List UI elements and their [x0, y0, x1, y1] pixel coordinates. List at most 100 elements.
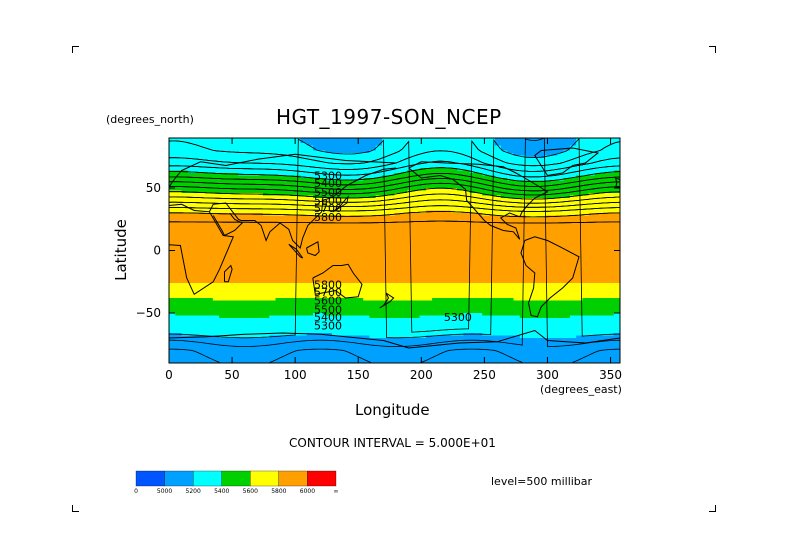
band-cell: [294, 305, 302, 309]
band-cell: [594, 305, 602, 309]
band-cell: [388, 243, 396, 247]
band-cell: [607, 285, 615, 289]
band-cell: [187, 235, 195, 239]
band-cell: [381, 205, 389, 209]
band-cell: [212, 208, 220, 212]
band-cell: [325, 175, 333, 179]
band-cell: [212, 263, 220, 267]
band-cell: [369, 295, 377, 299]
band-cell: [613, 160, 620, 164]
band-cell: [225, 233, 233, 237]
band-cell: [375, 150, 383, 154]
band-cell: [457, 293, 464, 297]
band-cell: [613, 198, 620, 202]
band-cell: [557, 155, 565, 159]
band-cell: [526, 203, 533, 207]
band-cell: [231, 138, 239, 142]
band-cell: [225, 275, 233, 279]
band-cell: [363, 188, 371, 192]
band-cell: [551, 283, 558, 287]
band-cell: [569, 150, 577, 154]
band-cell: [206, 288, 214, 292]
band-cell: [331, 210, 339, 214]
band-cell: [313, 168, 320, 172]
band-cell: [363, 265, 371, 269]
band-cell: [187, 183, 195, 187]
band-cell: [363, 255, 371, 259]
band-cell: [438, 190, 446, 194]
band-cell: [269, 273, 277, 277]
band-cell: [244, 158, 252, 162]
band-cell: [281, 183, 289, 187]
band-cell: [432, 220, 439, 224]
band-cell: [206, 168, 214, 172]
band-cell: [375, 308, 383, 312]
band-cell: [344, 170, 352, 174]
band-cell: [594, 140, 602, 144]
band-cell: [494, 208, 502, 212]
band-cell: [482, 148, 490, 152]
band-cell: [363, 163, 371, 167]
band-cell: [444, 153, 452, 157]
band-cell: [194, 165, 201, 169]
band-cell: [169, 238, 176, 242]
band-cell: [363, 203, 371, 207]
band-cell: [576, 218, 584, 222]
band-cell: [494, 220, 502, 224]
band-cell: [444, 290, 452, 294]
band-cell: [331, 250, 339, 254]
band-cell: [582, 258, 590, 262]
band-cell: [413, 268, 421, 272]
band-cell: [613, 305, 620, 309]
band-cell: [463, 253, 471, 257]
band-cell: [181, 148, 189, 152]
band-cell: [463, 140, 471, 144]
band-cell: [206, 305, 214, 309]
band-cell: [388, 255, 396, 259]
band-cell: [244, 200, 252, 204]
band-cell: [594, 273, 602, 277]
band-cell: [281, 255, 289, 259]
band-cell: [394, 208, 402, 212]
band-cell: [488, 188, 496, 192]
band-cell: [494, 150, 502, 154]
band-cell: [488, 153, 496, 157]
band-cell: [300, 165, 308, 169]
band-cell: [538, 213, 546, 217]
band-cell: [262, 273, 270, 277]
band-cell: [175, 280, 183, 284]
band-cell: [425, 260, 433, 264]
band-cell: [551, 195, 558, 199]
band-cell: [262, 280, 270, 284]
band-cell: [444, 163, 452, 167]
band-cell: [200, 150, 208, 154]
band-cell: [350, 225, 358, 229]
band-cell: [463, 148, 471, 152]
band-cell: [281, 303, 289, 307]
band-cell: [551, 163, 558, 167]
band-cell: [313, 185, 320, 189]
band-cell: [388, 288, 396, 292]
band-cell: [187, 288, 195, 292]
band-cell: [601, 295, 609, 299]
band-cell: [369, 303, 377, 307]
band-cell: [231, 170, 239, 174]
band-cell: [244, 293, 252, 297]
band-cell: [381, 220, 389, 224]
band-cell: [313, 193, 320, 197]
band-cell: [438, 188, 446, 192]
band-cell: [607, 290, 615, 294]
band-cell: [206, 265, 214, 269]
band-cell: [169, 235, 176, 239]
band-cell: [244, 270, 252, 274]
band-cell: [175, 250, 183, 254]
band-cell: [250, 190, 258, 194]
band-cell: [231, 208, 239, 212]
band-cell: [413, 263, 421, 267]
band-cell: [350, 258, 358, 262]
band-cell: [338, 250, 345, 254]
band-cell: [551, 278, 558, 282]
band-cell: [369, 255, 377, 259]
band-cell: [331, 275, 339, 279]
band-cell: [338, 195, 345, 199]
